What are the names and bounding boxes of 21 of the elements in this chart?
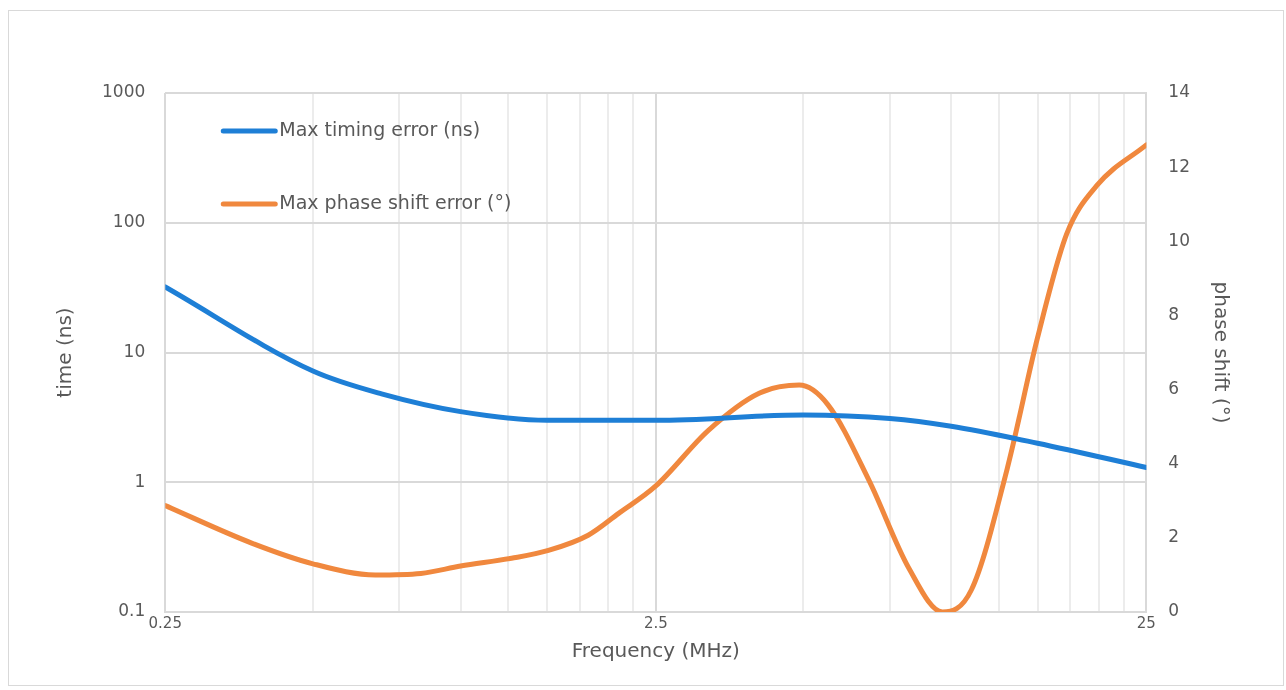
legend-label: Max phase shift error (°) [279, 190, 512, 213]
y2-tick-label: 12 [1168, 155, 1191, 176]
y-tick-label: 1000 [102, 81, 146, 102]
y2-tick-label: 14 [1168, 81, 1191, 102]
y-tick-label: 10 [123, 340, 146, 361]
y2-axis-title: phase shift (°) [1209, 281, 1234, 424]
y2-tick-label: 4 [1168, 452, 1180, 473]
y-tick-label: 0.1 [118, 600, 146, 621]
x-tick-label: 0.25 [148, 613, 182, 632]
y2-tick-label: 10 [1168, 229, 1191, 250]
x-tick-label: 2.5 [643, 613, 668, 632]
y2-tick-label: 6 [1168, 377, 1180, 398]
y-tick-label: 1 [134, 470, 146, 491]
x-tick-label: 25 [1136, 613, 1156, 632]
y-axis-title: time (ns) [52, 307, 77, 398]
y-tick-label: 100 [112, 211, 146, 232]
y2-tick-label: 2 [1168, 526, 1180, 547]
x-axis-title: Frequency (MHz) [571, 638, 740, 663]
legend-label: Max timing error (ns) [279, 117, 481, 140]
y2-tick-label: 8 [1168, 303, 1180, 324]
y2-tick-label: 0 [1168, 600, 1180, 621]
